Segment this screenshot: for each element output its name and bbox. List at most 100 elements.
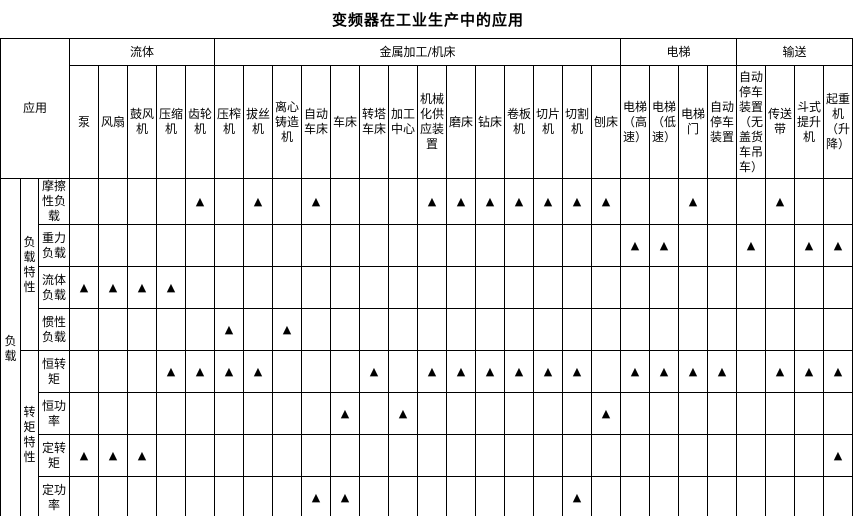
- table-row: 定功率 ▲ ▲ ▲: [1, 476, 853, 516]
- column-header: 钻床: [475, 65, 505, 179]
- empty-cell: [301, 434, 331, 477]
- column-header: 离心铸造机: [272, 65, 302, 179]
- empty-cell: [765, 434, 795, 477]
- marked-cell: ▲: [127, 434, 157, 477]
- empty-cell: [736, 178, 766, 225]
- empty-cell: [504, 434, 534, 477]
- empty-cell: [243, 266, 273, 309]
- marked-cell: ▲: [243, 178, 273, 225]
- corner-header: 应用: [0, 38, 70, 179]
- empty-cell: [359, 224, 389, 267]
- triangle-marker: ▲: [775, 195, 785, 208]
- column-header: 磨床: [446, 65, 476, 179]
- marked-cell: ▲: [417, 350, 447, 393]
- empty-cell: [417, 308, 447, 351]
- empty-cell: [446, 476, 476, 516]
- triangle-marker: ▲: [601, 407, 611, 420]
- row-label: 恒转矩: [38, 350, 70, 393]
- empty-cell: [446, 308, 476, 351]
- empty-cell: [446, 224, 476, 267]
- marked-cell: ▲: [214, 350, 244, 393]
- empty-cell: [185, 224, 215, 267]
- empty-cell: [330, 178, 360, 225]
- column-header: 自动停车装置（无盖货车吊车）: [736, 65, 766, 179]
- empty-cell: [533, 308, 563, 351]
- empty-cell: [591, 476, 621, 516]
- empty-cell: [417, 434, 447, 477]
- triangle-marker: ▲: [137, 281, 147, 294]
- column-header: 卷板机: [504, 65, 534, 179]
- empty-cell: [620, 178, 650, 225]
- empty-cell: [794, 308, 824, 351]
- triangle-marker: ▲: [688, 365, 698, 378]
- triangle-marker: ▲: [514, 365, 524, 378]
- marked-cell: ▲: [794, 224, 824, 267]
- empty-cell: [620, 392, 650, 435]
- marked-cell: ▲: [736, 224, 766, 267]
- marked-cell: ▲: [185, 178, 215, 225]
- triangle-marker: ▲: [833, 365, 843, 378]
- empty-cell: [272, 178, 302, 225]
- triangle-marker: ▲: [224, 323, 234, 336]
- empty-cell: [562, 224, 592, 267]
- marked-cell: ▲: [69, 266, 99, 309]
- empty-cell: [69, 178, 99, 225]
- empty-cell: [504, 476, 534, 516]
- empty-cell: [185, 434, 215, 477]
- triangle-marker: ▲: [195, 365, 205, 378]
- empty-cell: [127, 392, 157, 435]
- empty-cell: [243, 434, 273, 477]
- empty-cell: [649, 476, 679, 516]
- empty-cell: [823, 392, 853, 435]
- triangle-marker: ▲: [630, 239, 640, 252]
- marked-cell: ▲: [475, 178, 505, 225]
- empty-cell: [620, 476, 650, 516]
- column-header: 切片机: [533, 65, 563, 179]
- empty-cell: [359, 266, 389, 309]
- side-label-category: 负载特性: [20, 178, 39, 351]
- marked-cell: ▲: [562, 476, 592, 516]
- empty-cell: [707, 224, 737, 267]
- row-label: 惯性负载: [38, 308, 70, 351]
- empty-cell: [823, 178, 853, 225]
- column-header: 鼓风机: [127, 65, 157, 179]
- empty-cell: [127, 476, 157, 516]
- triangle-marker: ▲: [804, 239, 814, 252]
- empty-cell: [272, 476, 302, 516]
- column-header: 自动停车装置: [707, 65, 737, 179]
- triangle-marker: ▲: [572, 491, 582, 504]
- empty-cell: [98, 476, 128, 516]
- empty-cell: [562, 266, 592, 309]
- marked-cell: ▲: [330, 392, 360, 435]
- empty-cell: [765, 266, 795, 309]
- empty-cell: [185, 308, 215, 351]
- column-header: 泵: [69, 65, 99, 179]
- table-row: 定转矩 ▲ ▲ ▲ ▲: [1, 434, 853, 477]
- column-header: 压缩机: [156, 65, 186, 179]
- empty-cell: [794, 266, 824, 309]
- triangle-marker: ▲: [717, 365, 727, 378]
- empty-cell: [388, 434, 418, 477]
- marked-cell: ▲: [504, 350, 534, 393]
- column-header: 机械化供应装置: [417, 65, 447, 179]
- row-label: 恒功率: [38, 392, 70, 435]
- empty-cell: [98, 224, 128, 267]
- empty-cell: [475, 266, 505, 309]
- marked-cell: ▲: [388, 392, 418, 435]
- empty-cell: [214, 224, 244, 267]
- triangle-marker: ▲: [79, 281, 89, 294]
- empty-cell: [504, 224, 534, 267]
- triangle-marker: ▲: [166, 365, 176, 378]
- marked-cell: ▲: [649, 224, 679, 267]
- triangle-marker: ▲: [659, 365, 669, 378]
- group-header: 电梯: [620, 38, 737, 66]
- marked-cell: ▲: [330, 476, 360, 516]
- empty-cell: [272, 350, 302, 393]
- empty-cell: [823, 266, 853, 309]
- empty-cell: [214, 476, 244, 516]
- empty-cell: [591, 350, 621, 393]
- empty-cell: [765, 224, 795, 267]
- empty-cell: [69, 392, 99, 435]
- empty-cell: [707, 178, 737, 225]
- empty-cell: [562, 308, 592, 351]
